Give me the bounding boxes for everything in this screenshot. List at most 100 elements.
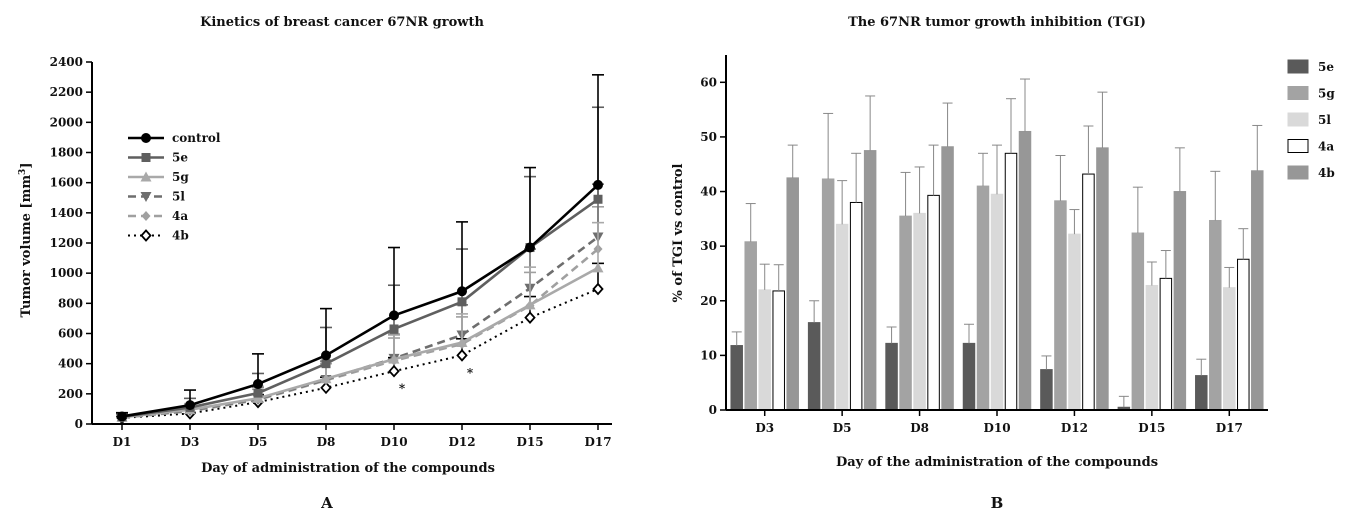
- panel-a-point-control: [593, 179, 603, 190]
- panel-a-legend-marker-4b: [140, 229, 152, 242]
- panel-b-bar-5e: [1040, 369, 1053, 411]
- panel-a-x-tick-label: D8: [317, 435, 336, 449]
- panel-a-x-axis-label: Day of administration of the compounds: [201, 461, 495, 476]
- panel-b-title: The 67NR tumor growth inhibition (TGI): [848, 15, 1146, 30]
- panel-a-legend-item-4b: 4b: [128, 229, 189, 243]
- panel-b-legend-label-5l: 5l: [1318, 113, 1331, 127]
- panel-b-legend-swatch-5g: [1287, 86, 1309, 100]
- panel-b-bar-4b: [1251, 170, 1264, 411]
- panel-b-bar-5l: [835, 223, 849, 411]
- panel-b-y-tick-label: 20: [700, 294, 717, 308]
- panel-a-point-4b: [524, 311, 536, 325]
- panel-b-y-tick-label: 30: [700, 239, 717, 253]
- panel-a-point-5e: [389, 324, 399, 334]
- panel-a-legend-marker-5l: [140, 192, 152, 202]
- panel-a-legend-marker-5g: [140, 171, 152, 182]
- panel-b-bar-5g: [821, 178, 835, 411]
- panel-a-series: [116, 74, 604, 425]
- panel-b-x-ticks: D3 D5 D8 D10 D12 D15 D17: [755, 410, 1243, 435]
- panel-b-x-axis-label: Day of the administration of the compoun…: [836, 455, 1158, 470]
- panel-b-bar-4b: [863, 150, 877, 411]
- panel-b-bar-5e: [730, 345, 743, 411]
- panel-b-letter: B: [991, 494, 1004, 512]
- panel-a-y-tick-label: 200: [58, 387, 83, 401]
- panel-b-y-tick-label: 40: [700, 185, 717, 199]
- panel-a-legend-label-5l: 5l: [172, 190, 185, 204]
- panel-a-y-tick-label: 2400: [50, 55, 83, 69]
- panel-a-y-tick-label: 0: [75, 417, 83, 431]
- panel-a-x-tick-label: D5: [249, 435, 268, 449]
- panel-b-legend-swatch-4a: [1287, 139, 1309, 153]
- panel-b-x-tick-label: D10: [983, 421, 1010, 435]
- panel-b-x-tick-label: D3: [755, 421, 774, 435]
- panel-a-legend: control 5e 5g 5l 4a 4b: [128, 131, 221, 243]
- panel-b-legend-item-4a: 4a: [1287, 139, 1334, 154]
- panel-b-y-axis-label: % of TGI vs control: [671, 163, 686, 302]
- panel-a-x-tick-label: D12: [448, 435, 475, 449]
- panel-a-legend-item-5e: 5e: [128, 151, 188, 165]
- panel-b-bar-5g: [976, 185, 990, 411]
- panel-a-x-tick-label: D10: [380, 435, 407, 449]
- panel-b-bar-4b: [1018, 130, 1032, 411]
- panel-b-x-tick-label: D8: [910, 421, 929, 435]
- panel-b-legend-item-4b: 4b: [1287, 165, 1335, 180]
- panel-a-y-axis-label-sup: 3: [18, 169, 28, 175]
- panel-a-legend-label-5e: 5e: [172, 151, 188, 165]
- panel-a-y-axis-label-close: ]: [19, 163, 34, 169]
- panel-b-legend-item-5e: 5e: [1287, 59, 1334, 74]
- panel-a-point-control: [525, 242, 535, 253]
- panel-b-bar-5g: [1131, 232, 1145, 411]
- panel-a-y-ticks: 0 200 400 600 800 1000 1200 1400 1600 1800 2000 220…: [50, 55, 92, 431]
- panel-b-bar-5e: [1195, 375, 1208, 411]
- panel-a-point-5g: [456, 337, 468, 348]
- panel-a-legend-marker-5e: [141, 153, 151, 162]
- panel-a-legend-marker-4a: [141, 211, 151, 221]
- panel-a-y-tick-label: 1600: [50, 176, 83, 190]
- panel-a-point-5g: [592, 262, 604, 273]
- panel-b-bar-5l: [990, 193, 1004, 411]
- panel-a-y-axis-label-main: Tumor volume [mm: [19, 175, 34, 318]
- panel-a-point-4b: [456, 349, 468, 362]
- panel-a-legend-label-control: control: [172, 131, 221, 145]
- panel-a-x-tick-label: D17: [584, 435, 611, 449]
- panel-b-y-tick-label: 60: [700, 75, 717, 89]
- panel-b-bar-5l: [1223, 287, 1236, 411]
- panel-a-legend-label-4b: 4b: [172, 229, 189, 243]
- panel-b-group-d5: [807, 95, 877, 411]
- panel-b-bar-5l: [913, 212, 926, 411]
- panel-b-y-ticks: 0 10 20 30 40 50 60: [700, 75, 726, 417]
- panel-a-legend-label-5g: 5g: [172, 170, 189, 184]
- panel-a-y-axis-label: Tumor volume [mm3]: [18, 163, 34, 318]
- panel-a-y-tick-label: 400: [58, 357, 83, 371]
- panel-a-y-tick-label: 1800: [50, 146, 83, 160]
- panel-b-bar-5g: [1054, 200, 1067, 411]
- panel-a-legend-item-5g: 5g: [128, 170, 189, 184]
- panel-b-legend-item-5g: 5g: [1287, 86, 1335, 101]
- panel-a-y-tick-label: 2000: [50, 115, 83, 129]
- panel-a-series-control: [116, 74, 604, 422]
- panel-a-point-control: [185, 400, 195, 411]
- panel-b-bar-5l: [1145, 284, 1159, 411]
- panel-a-point-5e: [593, 194, 603, 204]
- panel-b-bar-4b: [1096, 147, 1109, 411]
- panel-b-bar-4a: [772, 290, 785, 411]
- panel-a-point-control: [389, 310, 399, 321]
- panel-b-bar-5l: [758, 289, 771, 411]
- panel-a-x-tick-label: D15: [516, 435, 543, 449]
- panel-b-legend-swatch-5l: [1287, 112, 1309, 127]
- panel-a-point-5g: [320, 373, 332, 384]
- panel-b-legend: 5e 5g 5l 4a 4b: [1287, 59, 1335, 180]
- panel-a-point-5g: [388, 353, 400, 364]
- panel-b-group-d15: [1117, 147, 1187, 411]
- panel-a-line-4b: [121, 288, 599, 419]
- panel-b-group-d10: [962, 78, 1032, 411]
- panel-a-point-control: [321, 350, 331, 361]
- panel-a-significance-marker: *: [467, 366, 474, 380]
- panel-a-x-tick-label: D1: [113, 435, 132, 449]
- panel-b-y-tick-label: 50: [700, 130, 717, 144]
- panel-a-legend-label-4a: 4a: [172, 209, 188, 223]
- panel-b-y-tick-label: 0: [709, 403, 717, 417]
- panel-a-point-4b: [388, 364, 400, 378]
- panel-b-group-d3: [730, 144, 799, 411]
